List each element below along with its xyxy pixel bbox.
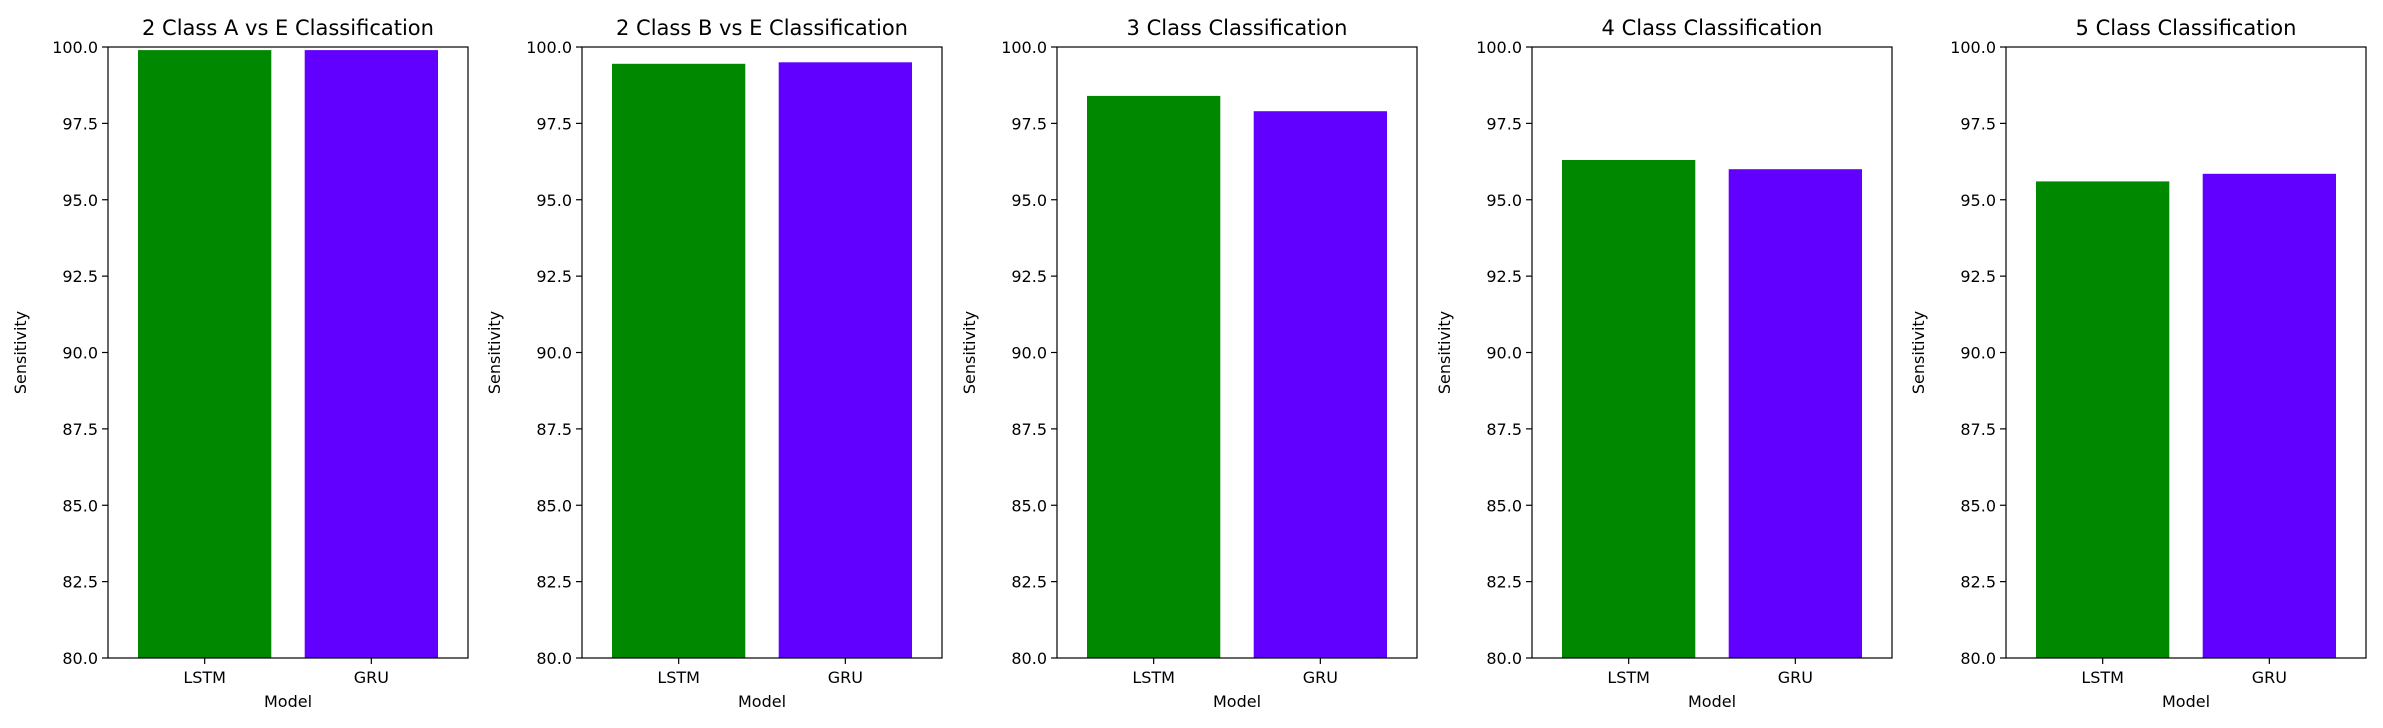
x-tick-label: LSTM — [657, 668, 700, 687]
y-tick-label: 90.0 — [1486, 344, 1522, 363]
y-axis-label: Sensitivity — [960, 311, 979, 394]
y-tick-label: 100.0 — [1476, 38, 1522, 57]
bar-gru — [304, 50, 438, 659]
subplot-1: 80.0 82.5 85.0 87.5 90.0 92.5 95.0 97.5 100.0 LST… — [11, 16, 469, 711]
y-tick-label: 100.0 — [1950, 38, 1996, 57]
y-tick-label: 80.0 — [1486, 649, 1522, 668]
y-tick-label: 80.0 — [1011, 649, 1047, 668]
subplot-5: 80.0 82.5 85.0 87.5 90.0 92.5 95.0 97.5 100.0 LST… — [1909, 16, 2367, 711]
x-tick-label: LSTM — [2081, 668, 2124, 687]
y-tick-label: 97.5 — [62, 114, 98, 133]
y-tick-label: 97.5 — [1486, 114, 1522, 133]
y-tick-label: 92.5 — [62, 267, 98, 286]
bar-gru — [778, 62, 912, 659]
y-tick-label: 87.5 — [1011, 420, 1047, 439]
chart-title: 2 Class A vs E Classification — [142, 16, 434, 40]
y-tick-label: 90.0 — [536, 344, 572, 363]
y-tick-label: 85.0 — [1486, 496, 1522, 515]
x-tick-label: GRU — [1778, 668, 1813, 687]
subplot-4: 80.0 82.5 85.0 87.5 90.0 92.5 95.0 97.5 100.0 LST… — [1435, 16, 1893, 711]
y-tick-label: 90.0 — [62, 344, 98, 363]
y-tick-label: 95.0 — [1011, 191, 1047, 210]
y-tick-label: 85.0 — [536, 496, 572, 515]
y-tick-label: 92.5 — [536, 267, 572, 286]
bar-lstm — [1562, 160, 1696, 658]
x-axis-label: Model — [2162, 692, 2210, 711]
y-tick-label: 95.0 — [1486, 191, 1522, 210]
x-axis-label: Model — [738, 692, 786, 711]
y-tick-label: 90.0 — [1960, 344, 1996, 363]
x-tick-label: LSTM — [183, 668, 226, 687]
y-tick-label: 87.5 — [1960, 420, 1996, 439]
y-tick-label: 95.0 — [536, 191, 572, 210]
y-tick-label: 85.0 — [62, 496, 98, 515]
y-tick-label: 82.5 — [62, 573, 98, 592]
subplot-3: 80.0 82.5 85.0 87.5 90.0 92.5 95.0 97.5 100.0 LST… — [960, 16, 1418, 711]
y-tick-label: 87.5 — [1486, 420, 1522, 439]
x-axis-label: Model — [1213, 692, 1261, 711]
y-tick-label: 85.0 — [1960, 496, 1996, 515]
y-tick-label: 82.5 — [536, 573, 572, 592]
y-tick-label: 82.5 — [1486, 573, 1522, 592]
chart-title: 2 Class B vs E Classification — [616, 16, 908, 40]
y-axis-label: Sensitivity — [1435, 311, 1454, 394]
y-tick-label: 87.5 — [536, 420, 572, 439]
x-axis-label: Model — [264, 692, 312, 711]
y-tick-label: 100.0 — [526, 38, 572, 57]
bar-gru — [1728, 169, 1862, 658]
y-tick-label: 82.5 — [1011, 573, 1047, 592]
x-tick-label: GRU — [2252, 668, 2287, 687]
x-tick-label: GRU — [1303, 668, 1338, 687]
bar-lstm — [2036, 181, 2170, 658]
y-tick-label: 92.5 — [1960, 267, 1996, 286]
bar-lstm — [612, 63, 746, 659]
y-tick-label: 82.5 — [1960, 573, 1996, 592]
y-axis-label: Sensitivity — [1909, 311, 1928, 394]
x-tick-label: GRU — [354, 668, 389, 687]
x-tick-label: LSTM — [1607, 668, 1650, 687]
subplot-2: 80.0 82.5 85.0 87.5 90.0 92.5 95.0 97.5 100.0 LST… — [485, 16, 943, 711]
y-tick-label: 85.0 — [1011, 496, 1047, 515]
x-tick-label: LSTM — [1132, 668, 1175, 687]
x-axis-label: Model — [1688, 692, 1736, 711]
y-axis-label: Sensitivity — [11, 311, 30, 394]
y-tick-label: 97.5 — [536, 114, 572, 133]
y-tick-label: 97.5 — [1960, 114, 1996, 133]
y-tick-label: 100.0 — [52, 38, 98, 57]
y-tick-label: 90.0 — [1011, 344, 1047, 363]
y-tick-label: 80.0 — [1960, 649, 1996, 668]
bar-lstm — [1087, 95, 1221, 658]
y-tick-label: 92.5 — [1486, 267, 1522, 286]
y-tick-label: 95.0 — [62, 191, 98, 210]
y-axis-label: Sensitivity — [485, 311, 504, 394]
y-tick-label: 80.0 — [536, 649, 572, 668]
bar-gru — [1253, 111, 1387, 658]
y-tick-label: 80.0 — [62, 649, 98, 668]
y-tick-label: 92.5 — [1011, 267, 1047, 286]
bar-gru — [2202, 173, 2336, 659]
bar-lstm — [138, 50, 272, 659]
x-tick-label: GRU — [828, 668, 863, 687]
y-tick-label: 95.0 — [1960, 191, 1996, 210]
y-tick-label: 87.5 — [62, 420, 98, 439]
y-tick-label: 97.5 — [1011, 114, 1047, 133]
chart-title: 3 Class Classification — [1127, 16, 1348, 40]
y-tick-label: 100.0 — [1001, 38, 1047, 57]
chart-title: 5 Class Classification — [2076, 16, 2297, 40]
chart-title: 4 Class Classification — [1602, 16, 1823, 40]
